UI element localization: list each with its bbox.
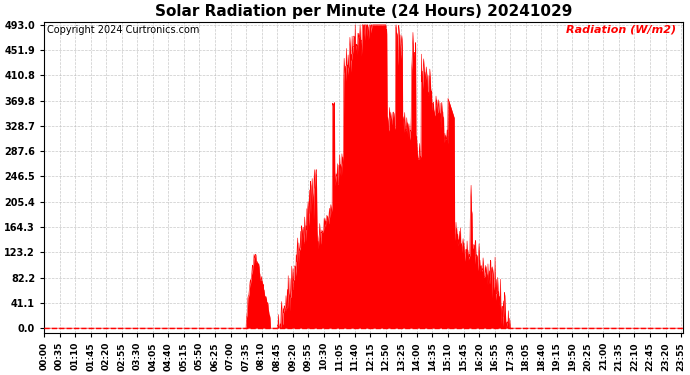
Text: Radiation (W/m2): Radiation (W/m2) — [566, 25, 676, 35]
Title: Solar Radiation per Minute (24 Hours) 20241029: Solar Radiation per Minute (24 Hours) 20… — [155, 4, 572, 19]
Text: Copyright 2024 Curtronics.com: Copyright 2024 Curtronics.com — [47, 25, 199, 35]
